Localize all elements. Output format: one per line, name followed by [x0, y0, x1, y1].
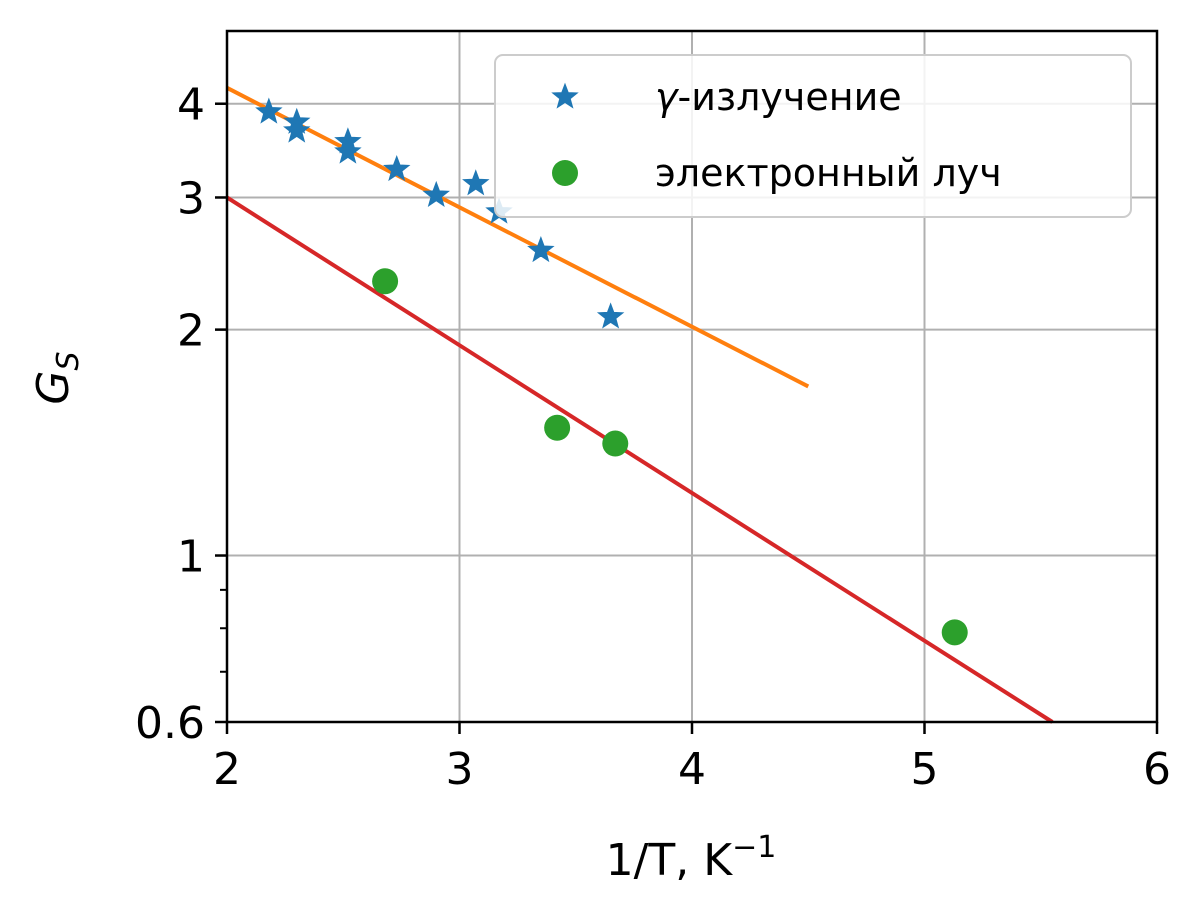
y-tick-label: 0.6: [135, 698, 205, 749]
y-tick-label: 3: [177, 173, 205, 224]
y-tick-label: 4: [177, 80, 205, 131]
data-point-circle: [602, 430, 629, 457]
fit-line: [226, 86, 810, 389]
legend-entries: γ-излучение электронный луч: [551, 75, 1002, 195]
data-point-star: [334, 137, 362, 164]
y-tick-label: 2: [177, 306, 205, 357]
data-point-star: [283, 116, 311, 143]
y-axis-label: GS: [28, 351, 86, 404]
x-tick-label: 2: [213, 744, 241, 795]
data-point-star: [255, 97, 283, 124]
legend-marker-circle: [552, 160, 578, 186]
x-tick-label: 5: [911, 744, 939, 795]
data-point-circle: [941, 619, 968, 646]
x-axis-label: 1/T, K−1: [606, 830, 777, 886]
data-point-star: [596, 302, 625, 329]
legend: γ-излучение электронный луч: [494, 54, 1132, 218]
data-point-star: [422, 180, 450, 207]
legend-label: электронный луч: [655, 151, 1002, 195]
fit-lines: [225, 86, 1054, 724]
data-point-star: [462, 169, 490, 196]
data-point-circle: [544, 414, 571, 441]
fit-line: [225, 195, 1054, 724]
legend-marker-star: [551, 82, 579, 109]
data-point-star: [527, 236, 555, 263]
legend-label: γ-излучение: [655, 75, 902, 119]
x-tick-label: 4: [678, 744, 706, 795]
data-point-star: [383, 154, 411, 182]
legend-box: [494, 54, 1132, 218]
x-tick-label: 6: [1143, 744, 1171, 795]
y-tick-label: 1: [177, 532, 205, 583]
x-tick-label: 3: [446, 744, 474, 795]
axis-ticks: 2 3 4 5 6 0.6 1 2 3 4: [135, 80, 1171, 795]
data-point-circle: [372, 268, 399, 295]
